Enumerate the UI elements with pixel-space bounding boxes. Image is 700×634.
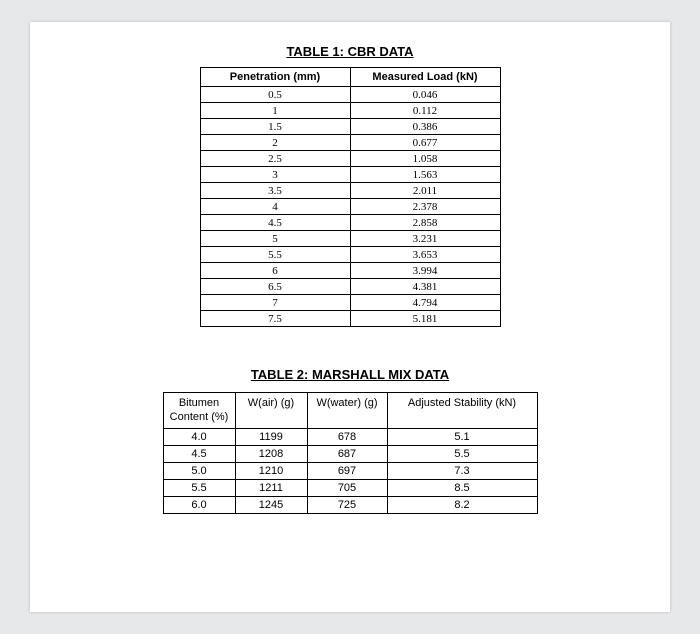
table2-header-wwater: W(water) (g) bbox=[307, 393, 387, 429]
table-row: 42.378 bbox=[200, 199, 500, 215]
cell: 3 bbox=[200, 167, 350, 183]
table1-header-load: Measured Load (kN) bbox=[350, 68, 500, 87]
cell: 3.653 bbox=[350, 247, 500, 263]
header-text: Adjusted Stability (kN) bbox=[408, 397, 516, 409]
cbr-data-table: Penetration (mm) Measured Load (kN) 0.50… bbox=[200, 67, 501, 327]
table-row: 5.512117058.5 bbox=[163, 479, 537, 496]
cell: 4.381 bbox=[350, 279, 500, 295]
cell: 1.5 bbox=[200, 119, 350, 135]
cell: 4.794 bbox=[350, 295, 500, 311]
table-row: 6.012457258.2 bbox=[163, 496, 537, 513]
table-row: 0.50.046 bbox=[200, 87, 500, 103]
cell: 1199 bbox=[235, 428, 307, 445]
cell: 2.011 bbox=[350, 183, 500, 199]
cell: 1210 bbox=[235, 462, 307, 479]
cell: 1245 bbox=[235, 496, 307, 513]
table2-body: 4.011996785.1 4.512086875.5 5.012106977.… bbox=[163, 428, 537, 513]
table-row: 7.55.181 bbox=[200, 311, 500, 327]
cell: 0.677 bbox=[350, 135, 500, 151]
header-text: W(water) (g) bbox=[316, 397, 377, 409]
table-row: 6.54.381 bbox=[200, 279, 500, 295]
table-row: 31.563 bbox=[200, 167, 500, 183]
header-text: W(air) (g) bbox=[248, 397, 294, 409]
table-row: 4.011996785.1 bbox=[163, 428, 537, 445]
cell: 687 bbox=[307, 445, 387, 462]
cell: 2.858 bbox=[350, 215, 500, 231]
table-row: 63.994 bbox=[200, 263, 500, 279]
cell: 4.5 bbox=[163, 445, 235, 462]
cell: 0.386 bbox=[350, 119, 500, 135]
cell: 5 bbox=[200, 231, 350, 247]
cell: 6 bbox=[200, 263, 350, 279]
cell: 0.112 bbox=[350, 103, 500, 119]
table-row: 5.53.653 bbox=[200, 247, 500, 263]
table-row: 10.112 bbox=[200, 103, 500, 119]
cell: 4.5 bbox=[200, 215, 350, 231]
cell: 725 bbox=[307, 496, 387, 513]
cell: 697 bbox=[307, 462, 387, 479]
table-row: 4.512086875.5 bbox=[163, 445, 537, 462]
table-row: 20.677 bbox=[200, 135, 500, 151]
table2-header-bitumen: Bitumen Content (%) bbox=[163, 393, 235, 429]
table2-header-row: Bitumen Content (%) W(air) (g) W(water) … bbox=[163, 393, 537, 429]
cell: 678 bbox=[307, 428, 387, 445]
cell: 6.0 bbox=[163, 496, 235, 513]
cell: 5.5 bbox=[163, 479, 235, 496]
cell: 2.5 bbox=[200, 151, 350, 167]
cell: 5.5 bbox=[200, 247, 350, 263]
cell: 0.5 bbox=[200, 87, 350, 103]
table-row: 1.50.386 bbox=[200, 119, 500, 135]
table-row: 5.012106977.3 bbox=[163, 462, 537, 479]
cell: 4 bbox=[200, 199, 350, 215]
cell: 5.5 bbox=[387, 445, 537, 462]
table-row: 4.52.858 bbox=[200, 215, 500, 231]
table-row: 3.52.011 bbox=[200, 183, 500, 199]
cell: 1.563 bbox=[350, 167, 500, 183]
table-row: 53.231 bbox=[200, 231, 500, 247]
cell: 6.5 bbox=[200, 279, 350, 295]
cell: 705 bbox=[307, 479, 387, 496]
table1-body: 0.50.046 10.112 1.50.386 20.677 2.51.058… bbox=[200, 87, 500, 327]
table2-title: TABLE 2: MARSHALL MIX DATA bbox=[60, 367, 640, 382]
cell: 1211 bbox=[235, 479, 307, 496]
cell: 5.181 bbox=[350, 311, 500, 327]
cell: 7.3 bbox=[387, 462, 537, 479]
table1-title: TABLE 1: CBR DATA bbox=[60, 44, 640, 59]
cell: 8.5 bbox=[387, 479, 537, 496]
cell: 3.5 bbox=[200, 183, 350, 199]
table2-header-stability: Adjusted Stability (kN) bbox=[387, 393, 537, 429]
cell: 1 bbox=[200, 103, 350, 119]
table-row: 2.51.058 bbox=[200, 151, 500, 167]
header-text: Bitumen Content (%) bbox=[170, 397, 229, 423]
table2-header-wair: W(air) (g) bbox=[235, 393, 307, 429]
marshall-mix-table: Bitumen Content (%) W(air) (g) W(water) … bbox=[163, 392, 538, 514]
document-page: TABLE 1: CBR DATA Penetration (mm) Measu… bbox=[30, 22, 670, 612]
cell: 4.0 bbox=[163, 428, 235, 445]
cell: 2.378 bbox=[350, 199, 500, 215]
cell: 1208 bbox=[235, 445, 307, 462]
table1-header-row: Penetration (mm) Measured Load (kN) bbox=[200, 68, 500, 87]
cell: 5.1 bbox=[387, 428, 537, 445]
cell: 7.5 bbox=[200, 311, 350, 327]
cell: 0.046 bbox=[350, 87, 500, 103]
table-row: 74.794 bbox=[200, 295, 500, 311]
cell: 1.058 bbox=[350, 151, 500, 167]
cell: 5.0 bbox=[163, 462, 235, 479]
cell: 8.2 bbox=[387, 496, 537, 513]
cell: 7 bbox=[200, 295, 350, 311]
cell: 3.231 bbox=[350, 231, 500, 247]
table1-header-penetration: Penetration (mm) bbox=[200, 68, 350, 87]
cell: 3.994 bbox=[350, 263, 500, 279]
cell: 2 bbox=[200, 135, 350, 151]
